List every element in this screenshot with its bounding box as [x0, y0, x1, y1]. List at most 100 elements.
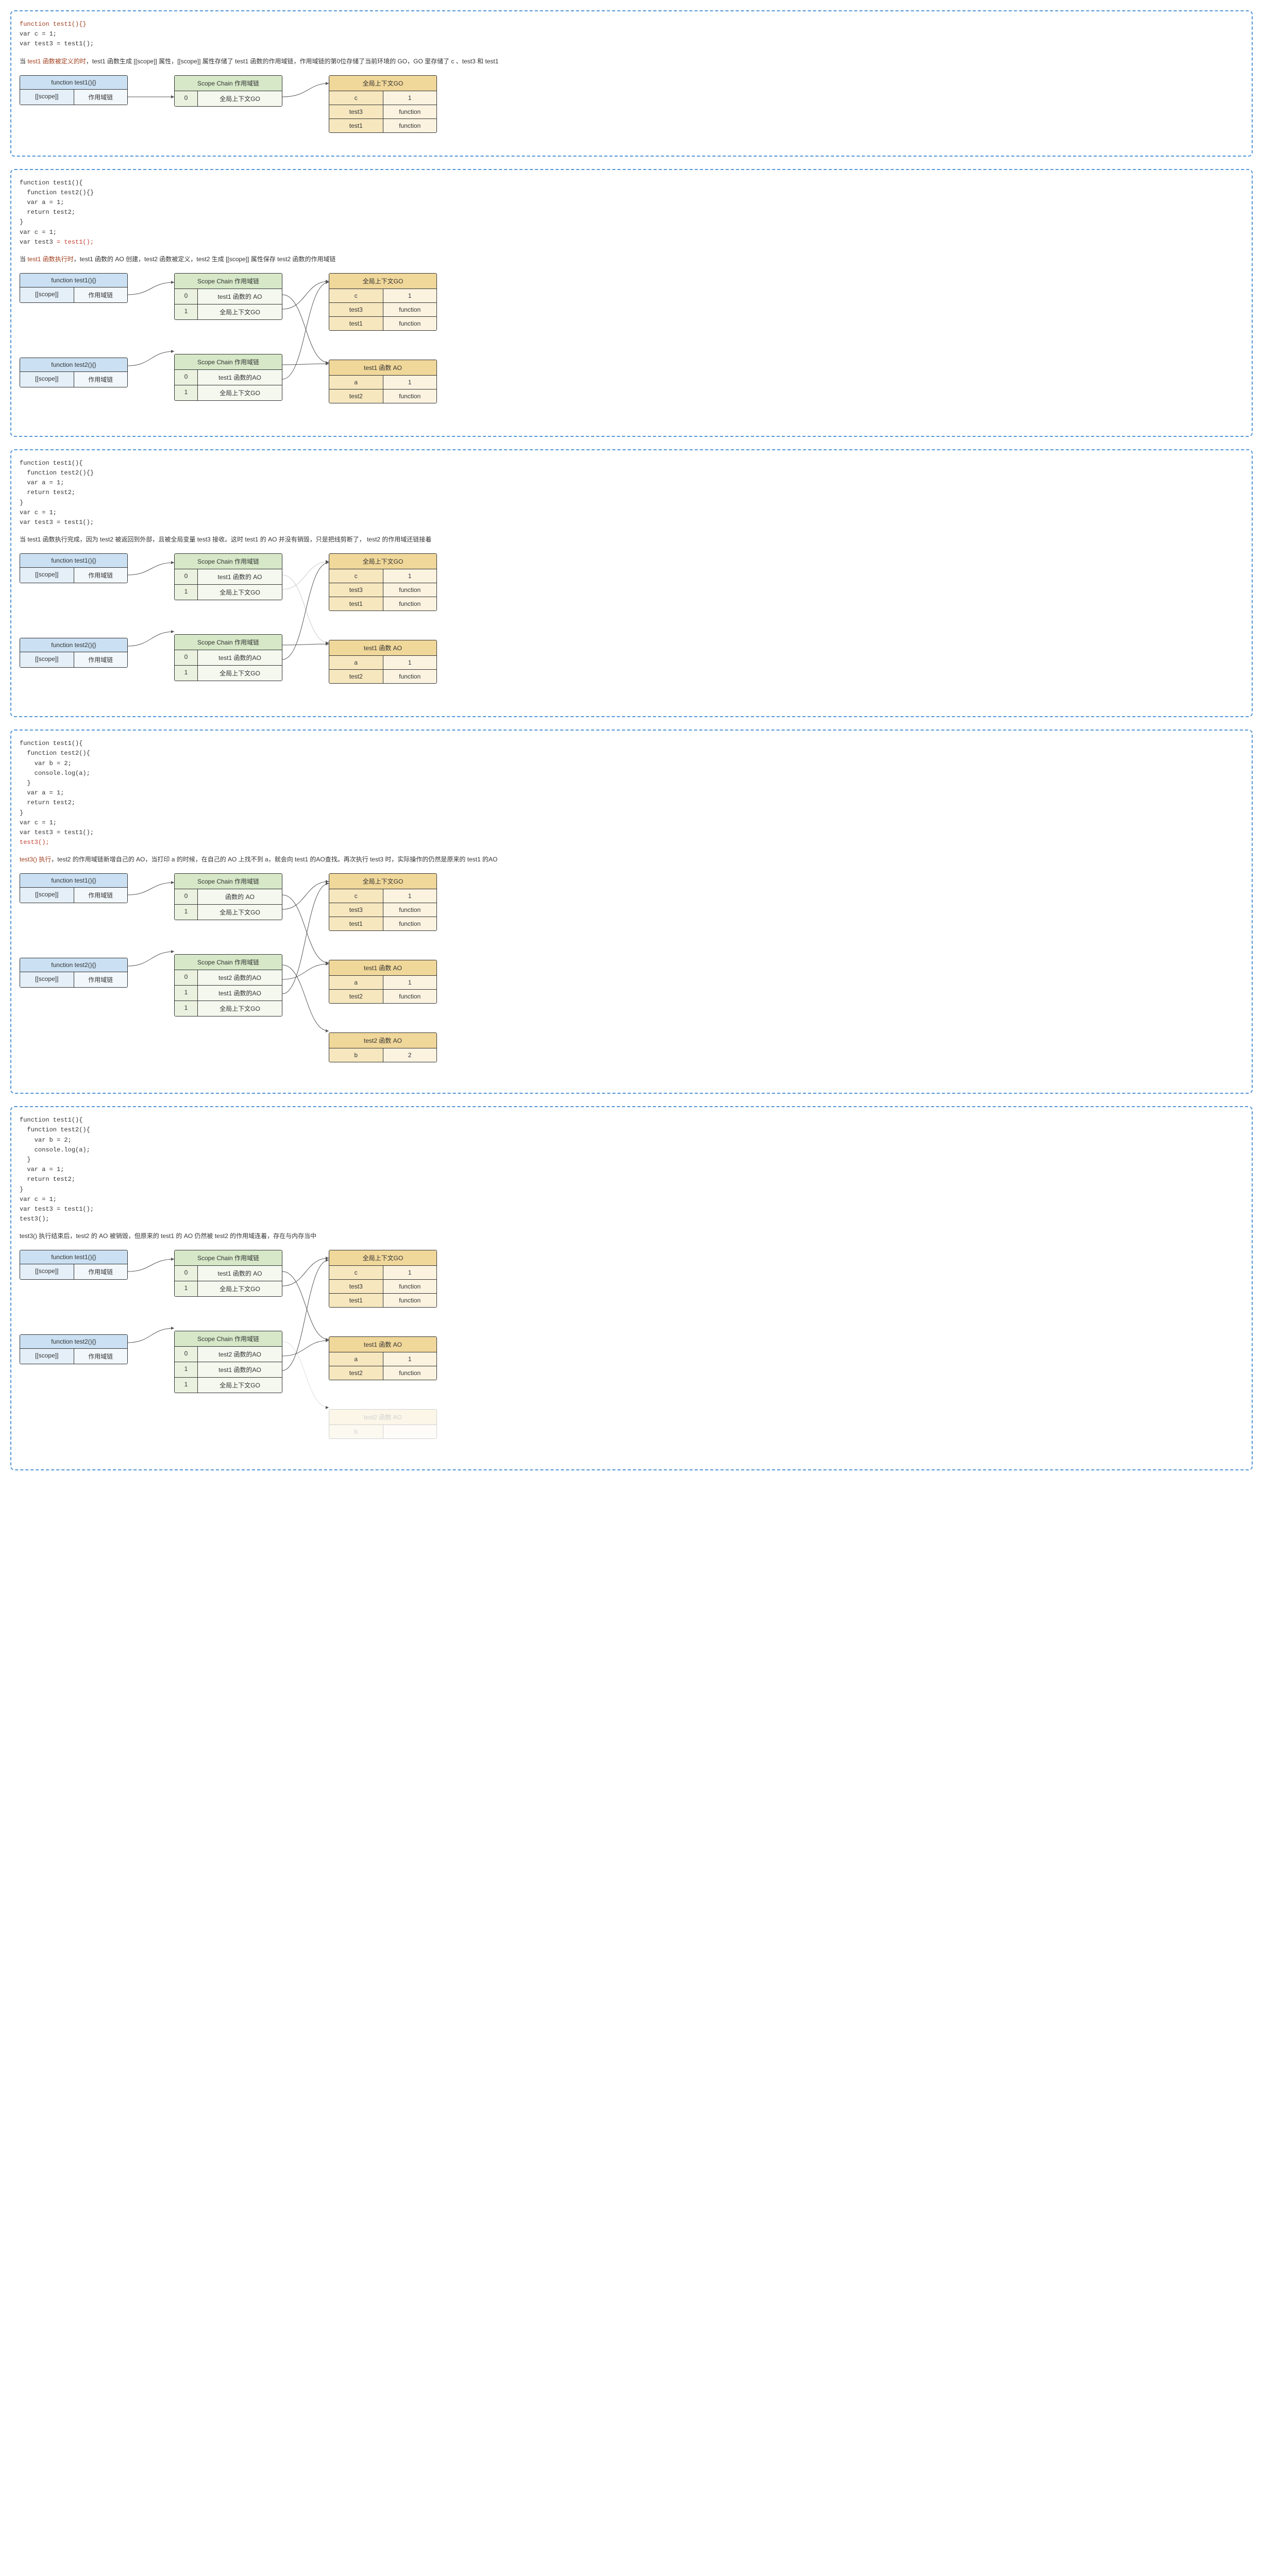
cell: function [383, 303, 437, 316]
cell: 1 [383, 376, 437, 389]
cell: b [329, 1425, 383, 1438]
box-header: function test1(){} [20, 874, 127, 888]
box-header: function test2(){} [20, 638, 127, 652]
cell: 全局上下文GO [197, 1281, 282, 1296]
diagram-row: function test1(){} [[scope]]作用域链 functio… [20, 273, 1243, 428]
cell: test1 [329, 597, 383, 611]
test1-ao-box: test1 函数 AO a1 test2function [329, 640, 437, 684]
cell-key: c [329, 91, 383, 105]
box-header: Scope Chain 作用域链 [175, 1250, 282, 1266]
cell: 1 [175, 1378, 197, 1393]
box-header: test1 函数 AO [329, 1337, 436, 1352]
cell: c [329, 289, 383, 302]
global-go-box: 全局上下文GO c1 test3function test1function [329, 1250, 437, 1308]
scope-chain-test1: Scope Chain 作用域链 0函数的 AO 1全局上下文GO [174, 873, 282, 920]
scope-chain-test2: Scope Chain 作用域链 0test1 函数的AO 1全局上下文GO [174, 354, 282, 401]
box-header: Scope Chain 作用域链 [175, 1331, 282, 1347]
scope-chain-test1: Scope Chain 作用域链 0test1 函数的 AO 1全局上下文GO [174, 1250, 282, 1297]
cell: [[scope]] [20, 287, 74, 302]
box-header: Scope Chain 作用域链 [175, 955, 282, 970]
box-header: function test2(){} [20, 358, 127, 372]
cell: function [383, 670, 437, 683]
cell-scope-chain: 作用域链 [74, 90, 128, 105]
cell: 1 [383, 656, 437, 669]
cell-index: 0 [175, 91, 197, 106]
box-header: test1 函数 AO [329, 960, 436, 976]
cell: test1 函数的AO [197, 1362, 282, 1377]
cell: 0 [175, 889, 197, 904]
box-header: function test1(){} [20, 76, 127, 90]
cell-val: 1 [383, 91, 437, 105]
box-header: test1 函数 AO [329, 360, 436, 376]
cell: test2 [329, 1366, 383, 1380]
code-block: function test1(){} var c = 1; var test3 … [20, 20, 1243, 49]
cell: function [383, 389, 437, 403]
cell: [[scope]] [20, 1264, 74, 1279]
cell: 1 [175, 986, 197, 1001]
cell: function [383, 1280, 437, 1293]
cell: 1 [383, 889, 437, 903]
cell: 1 [383, 569, 437, 583]
box-header: Scope Chain 作用域链 [175, 274, 282, 289]
func-test2-box: function test2(){} [[scope]]作用域链 [20, 958, 128, 988]
cell: 1 [175, 1281, 197, 1296]
box-header: test2 函数 AO [329, 1033, 436, 1048]
cell: 1 [175, 1001, 197, 1016]
scope-chain-test1: Scope Chain 作用域链 0test1 函数的 AO 1全局上下文GO [174, 273, 282, 320]
box-header: test1 函数 AO [329, 640, 436, 656]
cell: test3 [329, 303, 383, 316]
cell: 1 [175, 585, 197, 600]
cell: 1 [383, 1352, 437, 1366]
cell-val: function [383, 105, 437, 118]
cell: test3 [329, 1280, 383, 1293]
cell: 作用域链 [74, 1264, 128, 1279]
cell: test1 函数的 AO [197, 1266, 282, 1281]
cell-scope-attr: [[scope]] [20, 90, 74, 105]
box-header: Scope Chain 作用域链 [175, 76, 282, 91]
cell: 作用域链 [74, 568, 128, 583]
cell: test1 函数的AO [197, 986, 282, 1001]
cell: a [329, 656, 383, 669]
cell: 1 [383, 976, 437, 989]
cell: test1 [329, 1294, 383, 1307]
cell: function [383, 317, 437, 330]
code-block: function test1(){ function test2(){ var … [20, 739, 1243, 848]
cell: 全局上下文GO [197, 304, 282, 319]
box-header: Scope Chain 作用域链 [175, 354, 282, 370]
diagram-row: function test1(){} [[scope]]作用域链 functio… [20, 873, 1243, 1084]
cell: 1 [383, 289, 437, 302]
code-block: function test1(){ function test2(){ var … [20, 1115, 1243, 1224]
cell: [[scope]] [20, 888, 74, 903]
cell: 1 [383, 1266, 437, 1279]
diagram-row: function test1(){} [[scope]]作用域链 functio… [20, 1250, 1243, 1461]
box-header: 全局上下文GO [329, 874, 436, 889]
cell: 1 [175, 304, 197, 319]
cell-key: test1 [329, 119, 383, 132]
cell-key: test3 [329, 105, 383, 118]
box-header: function test1(){} [20, 274, 127, 287]
cell: 0 [175, 1266, 197, 1281]
box-header: Scope Chain 作用域链 [175, 874, 282, 889]
code-block: function test1(){ function test2(){} var… [20, 459, 1243, 528]
cell: function [383, 990, 437, 1003]
global-go-box: 全局上下文GO c1 test3function test1function [329, 873, 437, 931]
cell: 作用域链 [74, 888, 128, 903]
box-header: test2 函数 AO [329, 1410, 436, 1425]
cell: test2 [329, 670, 383, 683]
cell-value: 全局上下文GO [197, 91, 282, 106]
box-header: function test1(){} [20, 554, 127, 568]
scope-chain-test2: Scope Chain 作用域链 0test1 函数的AO 1全局上下文GO [174, 634, 282, 681]
func-test2-box: function test2(){} [[scope]]作用域链 [20, 638, 128, 668]
cell: 全局上下文GO [197, 585, 282, 600]
func-test1-box: function test1(){} [[scope]] 作用域链 [20, 75, 128, 105]
func-test1-box: function test1(){} [[scope]]作用域链 [20, 1250, 128, 1280]
cell: 0 [175, 370, 197, 385]
cell: test1 函数的AO [197, 650, 282, 665]
cell: 0 [175, 289, 197, 304]
cell: function [383, 583, 437, 597]
box-header: function test1(){} [20, 1250, 127, 1264]
cell: 1 [175, 385, 197, 400]
cell: [[scope]] [20, 1349, 74, 1364]
cell: c [329, 889, 383, 903]
test2-ao-box-ghost: test2 函数 AO b [329, 1409, 437, 1439]
